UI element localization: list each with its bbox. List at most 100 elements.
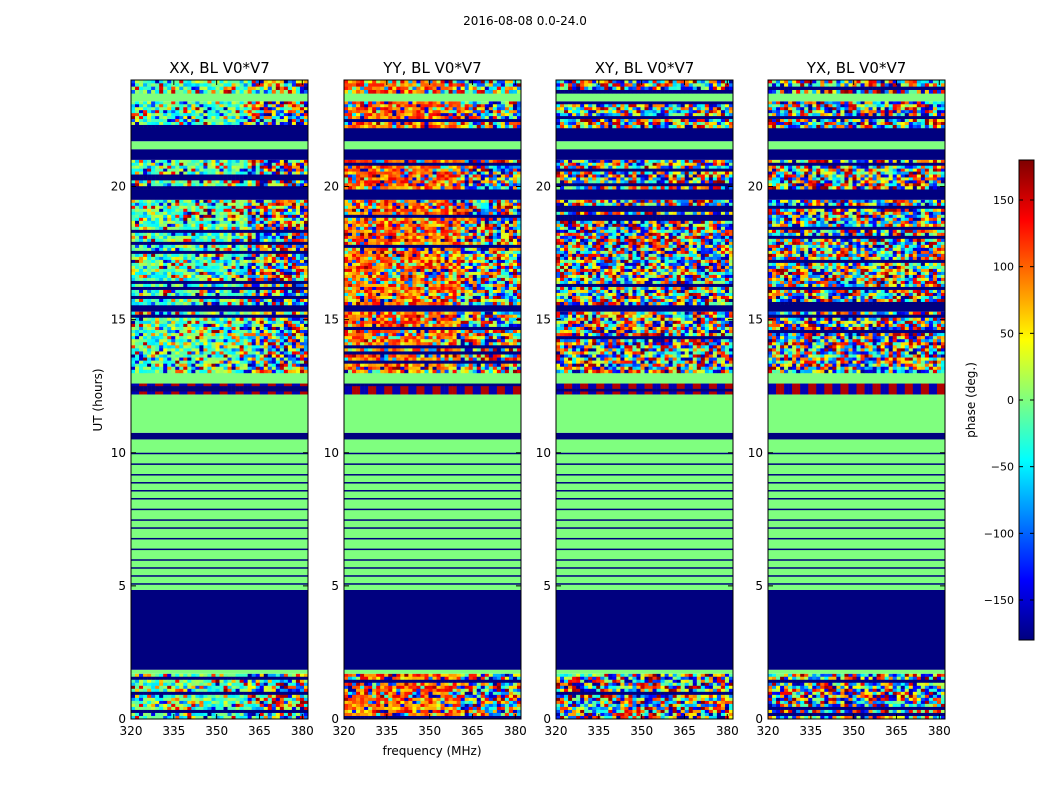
heatmap-cell xyxy=(231,330,236,334)
heatmap-cell xyxy=(211,339,216,343)
heatmap-cell xyxy=(183,336,188,340)
heatmap-cell xyxy=(219,232,224,237)
heatmap-cell xyxy=(211,700,216,705)
heatmap-cell xyxy=(295,336,301,340)
heatmap-cell xyxy=(159,113,164,117)
heatmap-cell xyxy=(271,676,277,681)
heatmap-cell xyxy=(151,688,156,693)
heatmap-cell xyxy=(287,208,293,213)
heatmap-cell xyxy=(271,286,277,291)
heatmap-cell xyxy=(460,673,465,678)
heatmap-cell xyxy=(271,244,277,249)
heatmap-cell xyxy=(239,238,244,243)
heatmap-cell xyxy=(388,691,393,696)
heatmap-cell xyxy=(135,354,140,358)
heatmap-cell xyxy=(143,214,148,219)
heatmap-cell xyxy=(155,277,160,282)
heatmap-cell xyxy=(239,235,244,240)
heatmap-cell xyxy=(147,283,152,288)
heatmap-cell xyxy=(287,180,293,184)
heatmap-cell xyxy=(179,113,184,117)
heatmap-cell xyxy=(235,712,240,717)
heatmap-cell xyxy=(163,700,168,705)
heatmap-cell xyxy=(275,183,281,187)
heatmap-cell xyxy=(167,700,172,705)
heatmap-cell xyxy=(283,238,289,243)
heatmap-cell xyxy=(223,345,228,349)
heatmap-cell xyxy=(159,89,164,94)
heatmap-cell xyxy=(147,107,152,111)
heatmap-cell xyxy=(219,259,224,264)
heatmap-cell xyxy=(143,348,148,352)
heatmap-cell xyxy=(163,271,168,276)
heatmap-cell xyxy=(259,314,265,319)
heatmap-cell xyxy=(295,354,301,358)
heatmap-cell xyxy=(267,180,273,184)
heatmap-cell xyxy=(263,301,269,306)
heatmap-cell xyxy=(143,333,148,337)
heatmap-cell xyxy=(468,709,474,714)
heatmap-cell xyxy=(456,709,461,714)
heatmap-cell xyxy=(255,351,261,355)
heatmap-cell xyxy=(195,676,200,681)
heatmap-cell xyxy=(207,247,212,252)
heatmap-cell xyxy=(279,295,285,300)
heatmap-cell xyxy=(452,712,457,717)
heatmap-cell xyxy=(283,110,289,114)
heatmap-cell xyxy=(259,357,265,361)
heatmap-cell xyxy=(179,162,184,167)
heatmap-cell xyxy=(303,238,309,243)
heatmap-cell xyxy=(235,247,240,252)
heatmap-cell xyxy=(400,709,405,714)
heatmap-cell xyxy=(460,679,465,684)
heatmap-cell xyxy=(147,706,152,711)
heatmap-cell xyxy=(239,223,244,228)
heatmap-cell xyxy=(211,298,216,303)
heatmap-cell xyxy=(259,199,265,204)
heatmap-cell xyxy=(448,697,453,702)
heatmap-cell xyxy=(207,122,212,126)
heatmap-cell xyxy=(251,202,257,207)
heatmap-cell xyxy=(267,256,273,261)
heatmap-cell xyxy=(279,220,285,225)
heatmap-cell xyxy=(516,688,522,693)
heatmap-cell xyxy=(239,171,244,175)
heatmap-cell xyxy=(223,333,228,337)
heatmap-cell xyxy=(195,314,200,319)
heatmap-cell xyxy=(191,295,196,300)
heatmap-cell xyxy=(239,697,244,702)
heatmap-cell xyxy=(223,80,228,84)
heatmap-cell xyxy=(151,232,156,237)
heatmap-cell xyxy=(516,694,522,699)
heatmap-cell xyxy=(271,180,277,184)
heatmap-cell xyxy=(504,682,510,687)
heatmap-cell xyxy=(392,712,397,717)
heatmap-cell xyxy=(400,697,405,702)
heatmap-cell xyxy=(295,86,301,91)
heatmap-cell xyxy=(231,116,236,120)
heatmap-cell xyxy=(207,223,212,228)
heatmap-cell xyxy=(344,691,349,696)
heatmap-cell xyxy=(279,217,285,222)
heatmap-cell xyxy=(255,229,261,234)
heatmap-cell xyxy=(151,274,156,279)
heatmap-cell xyxy=(203,235,208,240)
heatmap-cell xyxy=(215,271,220,276)
heatmap-cell xyxy=(195,342,200,346)
heatmap-cell xyxy=(303,223,309,228)
heatmap-cell xyxy=(183,363,188,368)
heatmap-cell xyxy=(279,688,285,693)
heatmap-cell xyxy=(151,124,156,129)
heatmap-cell xyxy=(251,113,257,117)
heatmap-cell xyxy=(480,673,486,678)
heatmap-cell xyxy=(263,271,269,276)
heatmap-cell xyxy=(223,311,228,315)
heatmap-cell xyxy=(163,357,168,361)
heatmap-cell xyxy=(171,709,176,714)
heatmap-cell xyxy=(263,177,269,181)
heatmap-cell xyxy=(203,388,208,392)
heatmap-cell xyxy=(191,186,196,190)
heatmap-cell xyxy=(291,124,297,129)
heatmap-cell xyxy=(191,183,196,187)
heatmap-cell xyxy=(299,223,305,228)
